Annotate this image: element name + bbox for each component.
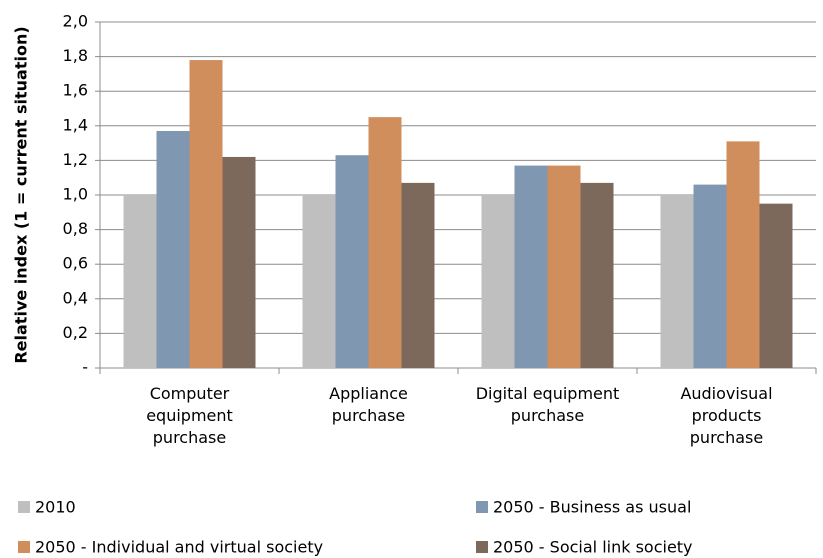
x-tick-label: Audiovisual products purchase [680, 384, 773, 447]
bar [123, 195, 157, 368]
legend-label: 2050 - Business as usual [493, 498, 691, 517]
legend-swatch [18, 541, 30, 553]
bar [514, 165, 548, 368]
y-tick-label: 0,4 [63, 288, 88, 307]
legend-label: 2010 [35, 498, 76, 517]
y-tick-label: 0,8 [63, 219, 88, 238]
y-axis-title: Relative index (1 = current situation) [12, 26, 31, 363]
x-tick-label: Computer equipment purchase [146, 384, 233, 447]
bar [335, 155, 369, 368]
x-tick-label: Appliance purchase [329, 384, 408, 425]
y-tick-label: 0,2 [63, 323, 88, 342]
legend-label: 2050 - Social link society [493, 538, 693, 557]
bar [222, 156, 256, 368]
x-tick-label: Digital equipment purchase [475, 384, 620, 425]
legend-swatch [476, 501, 488, 513]
bar [156, 130, 190, 368]
y-tick-label: 0,6 [63, 254, 88, 273]
y-tick-label: 1,8 [63, 46, 88, 65]
bar [759, 203, 793, 368]
bar [580, 182, 614, 368]
y-tick-label: 1,4 [63, 115, 88, 134]
y-tick-label: 1,0 [63, 185, 88, 204]
y-tick-label: 2,0 [63, 12, 88, 31]
bar [693, 184, 727, 368]
bar [481, 195, 515, 368]
bar [726, 141, 760, 368]
bar [660, 195, 694, 368]
bar [302, 195, 336, 368]
legend-label: 2050 - Individual and virtual society [35, 538, 323, 557]
legend-swatch [18, 501, 30, 513]
bar [401, 182, 435, 368]
bar [189, 60, 223, 369]
bar [547, 165, 581, 368]
bar [368, 117, 402, 369]
y-tick-label: - [82, 358, 88, 377]
legend-swatch [476, 541, 488, 553]
y-tick-label: 1,6 [63, 81, 88, 100]
y-tick-label: 1,2 [63, 150, 88, 169]
